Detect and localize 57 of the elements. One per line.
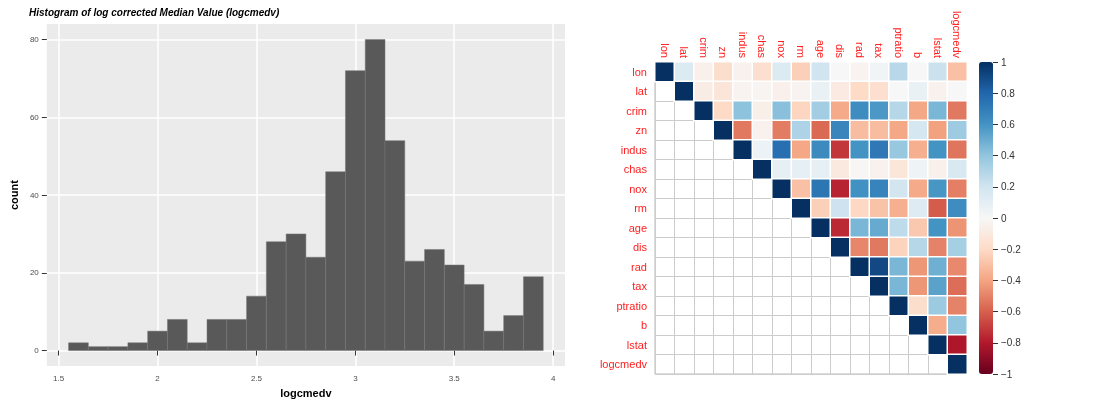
chart-title: Histogram of log corrected Median Value (logcmedv) (29, 6, 280, 18)
y-tick-label: b (640, 319, 647, 332)
y-tick-label: lat (635, 85, 647, 98)
y-tick-label: zn (635, 124, 647, 137)
color-bar-label: −0.2 (1001, 243, 1022, 255)
y-tick-label: chas (623, 163, 648, 176)
x-tick-label: 1.5 (53, 373, 65, 383)
x-tick-label: 4 (550, 373, 556, 383)
color-bar-label: 1 (1001, 56, 1007, 68)
y-tick-label: 60 (29, 112, 40, 122)
y-tick-label: dis (632, 241, 648, 254)
color-bar-label: 0.4 (1001, 150, 1016, 162)
y-tick-label: rm (634, 202, 647, 215)
x-tick-label: 3.5 (448, 373, 461, 383)
y-tick-label: nox (629, 182, 648, 195)
x-tick-label: lstat (931, 37, 944, 58)
x-tick-label: rm (795, 45, 808, 58)
y-tick-label: 0 (34, 346, 40, 356)
x-tick-label: 2.5 (250, 373, 263, 383)
x-tick-label: 3 (353, 373, 359, 383)
color-bar-label: 0.8 (1001, 87, 1016, 99)
x-tick-label: logcmedv (951, 10, 964, 59)
x-tick-label: lat (678, 46, 691, 58)
y-tick-label: 80 (29, 35, 40, 45)
y-tick-label: tax (632, 280, 648, 293)
color-bar-label: 0.6 (1001, 118, 1016, 130)
x-tick-label: nox (775, 40, 788, 59)
y-axis-title: count (7, 179, 20, 211)
x-tick-label: zn (717, 46, 730, 58)
color-bar-label: −0.8 (1001, 337, 1022, 349)
x-tick-label: crim (697, 37, 710, 58)
color-bar-label: −0.4 (1001, 274, 1022, 286)
y-tick-label: indus (620, 143, 648, 156)
color-bar-label: 0.2 (1001, 181, 1016, 193)
y-tick-label: age (628, 221, 647, 234)
x-tick-label: dis (834, 43, 847, 59)
x-tick-label: tax (873, 43, 886, 59)
x-tick-label: rad (853, 42, 866, 58)
y-tick-label: logcmedv (599, 358, 648, 371)
x-axis-title: logcmedv (280, 386, 333, 399)
y-tick-label: lstat (626, 338, 647, 351)
y-tick-label: lon (632, 65, 647, 78)
color-bar-label: 0 (1001, 212, 1007, 224)
x-tick-label: lon (658, 43, 671, 58)
color-bar-label: −1 (1001, 368, 1013, 380)
y-tick-label: 20 (29, 268, 40, 278)
x-tick-label: chas (756, 34, 769, 59)
x-tick-label: ptratio (892, 27, 905, 58)
y-tick-label: crim (626, 104, 647, 117)
y-tick-label: 40 (29, 190, 40, 200)
x-tick-label: age (814, 39, 827, 58)
color-bar-label: −0.6 (1001, 306, 1022, 318)
x-tick-label: b (912, 51, 925, 58)
y-tick-label: ptratio (616, 299, 647, 312)
x-tick-label: 2 (155, 373, 161, 383)
y-tick-label: rad (631, 260, 647, 273)
x-tick-label: indus (736, 31, 749, 59)
